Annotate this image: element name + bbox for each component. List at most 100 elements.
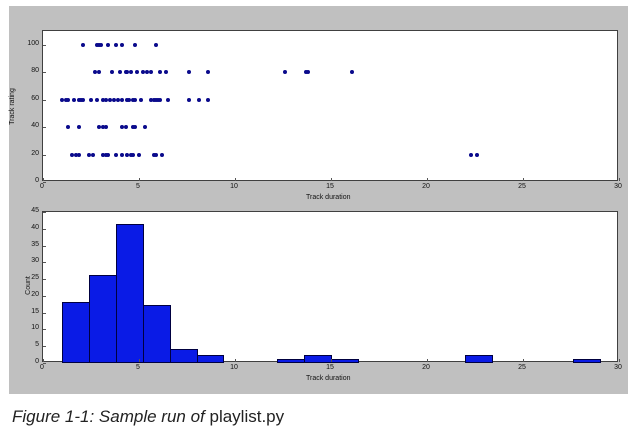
y-tick-mark [43, 279, 46, 281]
y-tick-mark [43, 329, 46, 331]
scatter-point [474, 152, 479, 157]
scatter-point [129, 70, 134, 75]
scatter-point [73, 152, 78, 157]
scatter-point [133, 42, 138, 47]
scatter-point [196, 97, 201, 102]
x-tick-label: 10 [230, 364, 238, 371]
x-tick-mark [235, 178, 236, 181]
scatter-point [135, 70, 140, 75]
scatter-point [106, 42, 111, 47]
histogram-bar [169, 348, 198, 363]
scatter-point [113, 42, 118, 47]
scatter-point [206, 97, 211, 102]
y-tick-label: 0 [35, 358, 39, 365]
scatter-point [206, 70, 211, 75]
scatter-point [81, 97, 86, 102]
y-tick-label: 30 [31, 257, 39, 265]
x-tick-mark [619, 178, 620, 181]
x-tick-label: 0 [40, 183, 44, 190]
y-tick-mark [43, 245, 46, 247]
scatter-point [133, 97, 138, 102]
scatter-point [123, 125, 128, 130]
y-tick-label: 45 [31, 207, 39, 214]
scatter-point [87, 152, 92, 157]
x-tick-label: 30 [614, 364, 622, 371]
scatter-point [65, 97, 70, 102]
x-tick-mark [619, 359, 620, 362]
y-tick-label: 35 [31, 240, 39, 248]
scatter-point [282, 70, 287, 75]
scatter-point [115, 97, 120, 102]
scatter-point [125, 152, 130, 157]
x-tick-label: 10 [230, 183, 238, 190]
scatter-point [106, 152, 111, 157]
scatter-point [165, 97, 170, 102]
x-tick-label: 5 [136, 183, 140, 190]
y-tick-label: 60 [31, 94, 39, 102]
scatter-point [163, 70, 168, 75]
scatter-point [100, 97, 105, 102]
scatter-point [133, 125, 138, 130]
scatter-point [98, 42, 103, 47]
x-tick-label: 25 [518, 364, 526, 371]
scatter-point [131, 152, 136, 157]
scatter-point [186, 97, 191, 102]
y-tick-label: 40 [31, 122, 39, 130]
scatter-point [127, 97, 132, 102]
scatter-point [77, 125, 82, 130]
x-tick-mark [523, 178, 524, 181]
scatter-panel: Track rating Track duration 0 5 10 15 20 25 30… [9, 6, 628, 206]
x-tick-mark [235, 359, 236, 362]
y-tick-mark [43, 99, 46, 101]
figure-background: Track rating Track duration 0 5 10 15 20 25 30… [9, 6, 628, 394]
x-tick-label: 30 [614, 183, 622, 190]
histogram-bar [115, 224, 144, 363]
histogram-axes [42, 211, 620, 364]
histogram-bar [89, 274, 117, 363]
scatter-point [104, 97, 109, 102]
scatter-point [186, 70, 191, 75]
scatter-point [94, 97, 99, 102]
x-tick-mark [331, 178, 332, 181]
scatter-point [100, 152, 105, 157]
y-tick-mark [43, 262, 46, 264]
scatter-point [158, 97, 163, 102]
scatter-point [96, 70, 101, 75]
scatter-point [104, 125, 109, 130]
scatter-point [125, 70, 130, 75]
scatter-ylabel: Track rating [8, 88, 16, 125]
scatter-point [350, 70, 355, 75]
x-tick-label: 25 [518, 183, 526, 190]
y-tick-mark [43, 44, 46, 46]
scatter-point [92, 70, 97, 75]
x-tick-mark [139, 178, 140, 181]
y-tick-mark [43, 363, 46, 364]
x-tick-mark [427, 178, 428, 181]
scatter-point [469, 152, 474, 157]
y-tick-mark [43, 182, 46, 183]
histogram-bar [62, 301, 91, 363]
scatter-point [158, 70, 163, 75]
y-tick-label: 100 [27, 39, 39, 47]
scatter-point [148, 97, 153, 102]
scatter-point [69, 152, 74, 157]
y-tick-mark [43, 346, 46, 348]
x-tick-mark [427, 359, 428, 362]
scatter-point [108, 97, 113, 102]
y-tick-label: 5 [35, 341, 39, 349]
y-tick-mark [43, 212, 46, 213]
histogram-xlabel: Track duration [306, 375, 351, 382]
x-tick-label: 5 [136, 364, 140, 371]
x-tick-label: 15 [326, 364, 334, 371]
x-tick-mark [43, 178, 44, 181]
histogram-bar [196, 355, 225, 363]
x-tick-label: 20 [422, 183, 430, 190]
scatter-point [65, 125, 70, 130]
scatter-point [71, 97, 76, 102]
y-tick-mark [43, 228, 46, 230]
y-tick-label: 10 [31, 324, 39, 332]
scatter-point [148, 70, 153, 75]
y-tick-label: 25 [31, 274, 39, 282]
scatter-point [119, 42, 124, 47]
scatter-point [100, 125, 105, 130]
